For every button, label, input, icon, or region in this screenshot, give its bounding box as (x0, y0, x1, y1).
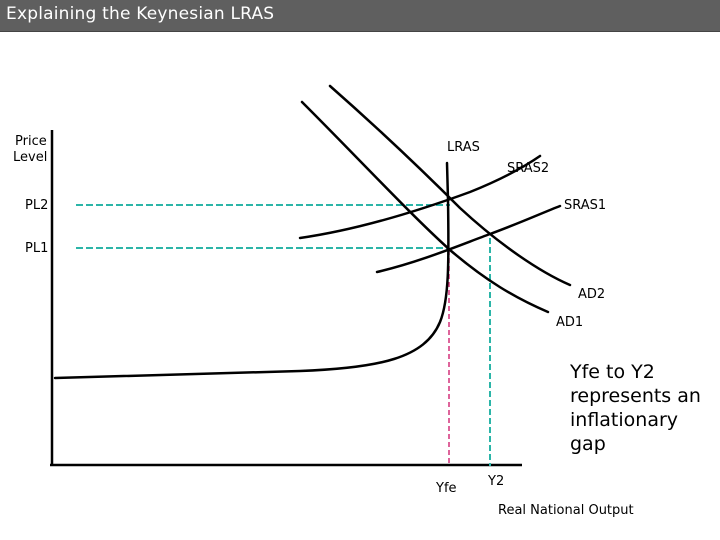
ad2-curve (328, 84, 572, 287)
lras-curve (53, 161, 450, 380)
yfe-label: Yfe (435, 481, 457, 496)
sras2-curve (298, 154, 542, 240)
y2-label: Y2 (487, 474, 504, 489)
ad2-label: AD2 (578, 287, 605, 302)
inflationary-gap-note: Yfe to Y2 represents an inflationary gap (570, 361, 701, 455)
title-bar: Explaining the Keynesian LRAS (0, 0, 720, 32)
ad1-curve (300, 100, 550, 314)
ad1-label: AD1 (556, 315, 583, 330)
x-axis-label: Real National Output (498, 503, 634, 518)
sras1-label: SRAS1 (564, 198, 606, 213)
pl1-label: PL1 (25, 241, 48, 256)
y-axis-label-line1: Price (15, 134, 47, 149)
lras-label: LRAS (447, 140, 480, 155)
slide-title: Explaining the Keynesian LRAS (6, 4, 275, 24)
sras2-label: SRAS2 (507, 161, 549, 176)
y-axis-label-line2: Level (13, 150, 47, 165)
pl2-label: PL2 (25, 198, 48, 213)
